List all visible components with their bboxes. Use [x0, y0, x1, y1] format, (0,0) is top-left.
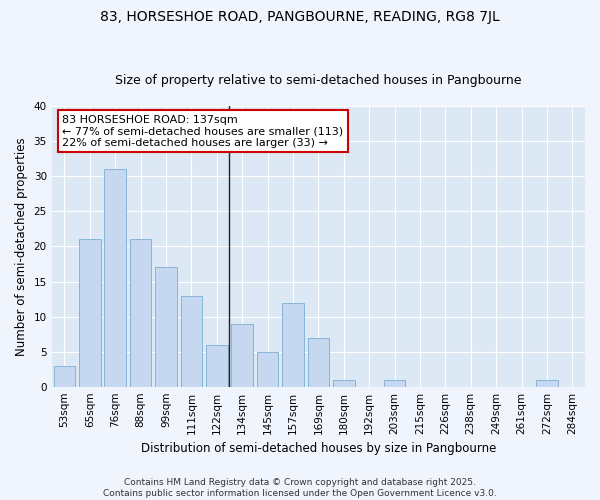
Bar — [257, 352, 278, 386]
Bar — [536, 380, 557, 386]
Bar — [232, 324, 253, 386]
Bar — [79, 240, 101, 386]
Bar — [104, 170, 126, 386]
Bar — [282, 302, 304, 386]
Title: Size of property relative to semi-detached houses in Pangbourne: Size of property relative to semi-detach… — [115, 74, 521, 87]
X-axis label: Distribution of semi-detached houses by size in Pangbourne: Distribution of semi-detached houses by … — [140, 442, 496, 455]
Text: 83 HORSESHOE ROAD: 137sqm
← 77% of semi-detached houses are smaller (113)
22% of: 83 HORSESHOE ROAD: 137sqm ← 77% of semi-… — [62, 114, 343, 148]
Bar — [206, 344, 227, 387]
Bar — [53, 366, 75, 386]
Text: 83, HORSESHOE ROAD, PANGBOURNE, READING, RG8 7JL: 83, HORSESHOE ROAD, PANGBOURNE, READING,… — [100, 10, 500, 24]
Bar — [333, 380, 355, 386]
Text: Contains HM Land Registry data © Crown copyright and database right 2025.
Contai: Contains HM Land Registry data © Crown c… — [103, 478, 497, 498]
Bar — [155, 268, 177, 386]
Bar — [384, 380, 406, 386]
Bar — [130, 240, 151, 386]
Bar — [308, 338, 329, 386]
Bar — [181, 296, 202, 386]
Y-axis label: Number of semi-detached properties: Number of semi-detached properties — [15, 137, 28, 356]
